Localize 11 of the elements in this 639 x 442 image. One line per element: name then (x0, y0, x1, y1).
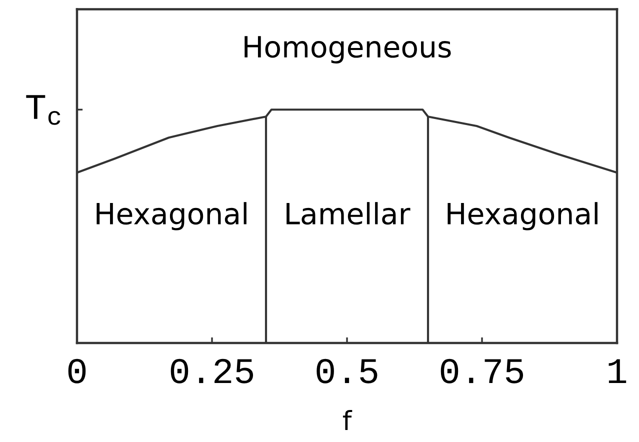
x-tick-label: 0 (68, 358, 86, 384)
text: Homogeneous (244, 36, 451, 64)
x-tick-label: 1 (608, 359, 626, 384)
x-tick-label: 0.75 (440, 358, 524, 384)
x-axis-title: f (342, 410, 352, 430)
annotation: Hexagonal (448, 202, 598, 230)
annotation: Hexagonal (96, 202, 246, 230)
text: T$_{c}$ (26, 95, 60, 125)
x-tick-label: 0.5 (316, 358, 378, 384)
x-tick-label: 0.25 (170, 358, 254, 384)
annotation: Lamellar (286, 202, 410, 225)
